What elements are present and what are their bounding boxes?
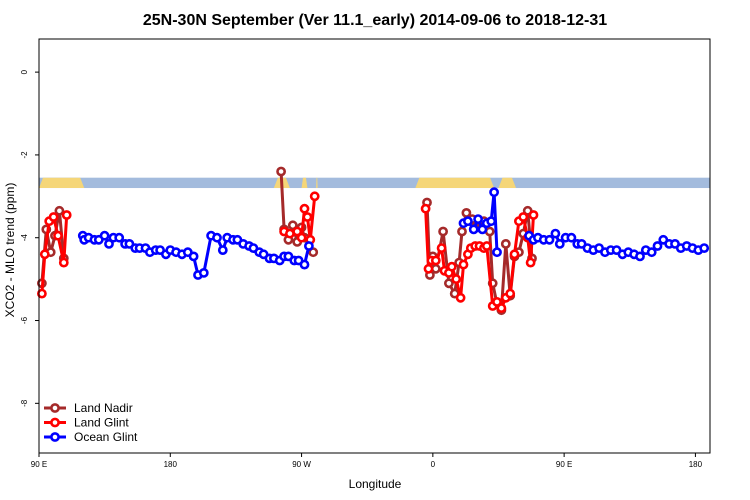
land-glint-point [509, 249, 520, 260]
land-nadir-point [287, 220, 298, 231]
land-nadir-point [308, 247, 319, 258]
land-glint-point [528, 210, 539, 220]
y-tick-label-0: 0 [20, 69, 29, 74]
ocean-glint-point [188, 251, 199, 262]
x-tick-label-5: 180 [689, 460, 703, 469]
ocean-glint-point [652, 241, 663, 251]
land-band-0 [39, 177, 85, 189]
land-glint-point [58, 257, 69, 268]
land-nadir-point [438, 226, 448, 237]
land-glint-point [292, 226, 303, 237]
land-glint-point [518, 212, 529, 222]
land-glint-point [423, 263, 434, 274]
land-glint-point [420, 203, 431, 214]
land-nadir-point [54, 205, 65, 216]
land-glint-point [481, 241, 492, 251]
y-tick-label-2: -4 [20, 234, 29, 242]
ocean-glint-point [104, 238, 114, 249]
land-glint-point [39, 249, 50, 260]
ocean-glint-point [554, 238, 565, 249]
land-ocean-strip [39, 177, 710, 189]
y-tick-label-3: -6 [20, 316, 29, 324]
legend-marker-ocean-glint [50, 432, 60, 442]
x-axis-label: Longitude [349, 477, 402, 491]
plot-series [37, 166, 710, 316]
land-glint-point [505, 288, 516, 299]
x-tick-label-0: 90 E [31, 460, 47, 469]
land-glint-point [309, 191, 320, 202]
ocean-glint-point [492, 247, 502, 258]
ocean-glint-point [646, 247, 657, 258]
land-nadir-point [461, 207, 472, 218]
ocean-glint-point [217, 245, 228, 255]
x-tick-label-3: 0 [431, 460, 436, 469]
ocean-glint-point [486, 216, 497, 227]
ocean-glint-point [299, 259, 310, 270]
land-glint-point [458, 259, 469, 270]
land-glint-point [451, 274, 462, 284]
x-tick-label-1: 180 [164, 460, 178, 469]
land-band-2 [301, 177, 308, 189]
ocean-glint-point [635, 251, 645, 262]
land-glint-point [302, 212, 313, 222]
land-glint-point [496, 303, 507, 313]
ocean-glint-point [99, 230, 110, 241]
ocean-glint-point [477, 224, 488, 235]
land-nadir-point [500, 238, 511, 249]
land-nadir-point [457, 226, 467, 237]
chart-title: 25N-30N September (Ver 11.1_early) 2014-… [143, 12, 607, 29]
land-glint-point [296, 232, 307, 243]
y-axis-label: XCO2 - MLO trend (ppm) [3, 183, 17, 318]
ocean-glint-point [566, 232, 577, 243]
land-glint-point [492, 296, 502, 307]
ocean-glint-point [550, 228, 561, 239]
legend-marker-land-nadir [50, 403, 60, 413]
land-glint-point [61, 210, 72, 220]
land-glint-point [37, 288, 47, 299]
ocean-glint-point [489, 187, 499, 198]
legend-label-land-glint: Land Glint [74, 416, 129, 430]
axis-ticks: 90 E 180 90 W 0 90 E 180 0 -2 -4 -6 -8 [20, 69, 703, 469]
ocean-glint-point [303, 241, 314, 251]
land-glint-point [53, 230, 63, 241]
x-tick-label-2: 90 W [292, 460, 311, 469]
land-band-5 [498, 177, 516, 189]
ocean-glint-point [473, 214, 483, 224]
ocean-glint-point [468, 224, 479, 235]
land-glint-point [446, 261, 457, 272]
land-glint-point [436, 243, 447, 253]
land-glint-point [299, 203, 310, 214]
plot-frame [38, 38, 711, 454]
legend-label-ocean-glint: Ocean Glint [74, 430, 138, 444]
land-nadir-point [276, 166, 286, 177]
ocean-band [39, 177, 710, 189]
land-nadir-point [443, 278, 454, 289]
legend-label-land-nadir: Land Nadir [74, 401, 133, 415]
land-band-4 [415, 177, 495, 189]
x-tick-label-4: 90 E [556, 460, 572, 469]
ocean-glint-point [544, 234, 555, 245]
y-tick-label-1: -2 [20, 151, 29, 159]
y-tick-label-4: -8 [20, 399, 29, 407]
land-band-3 [316, 177, 318, 189]
ocean-glint-point [198, 267, 209, 278]
ocean-glint-point [114, 232, 125, 243]
land-glint-point [430, 255, 441, 266]
land-glint-point [455, 292, 466, 303]
land-glint-point [525, 257, 536, 268]
land-glint-point [48, 212, 59, 222]
legend-marker-land-glint [50, 417, 60, 428]
ocean-glint-point [212, 232, 222, 243]
ocean-glint-point [699, 243, 710, 253]
ocean-glint-point [462, 216, 473, 227]
